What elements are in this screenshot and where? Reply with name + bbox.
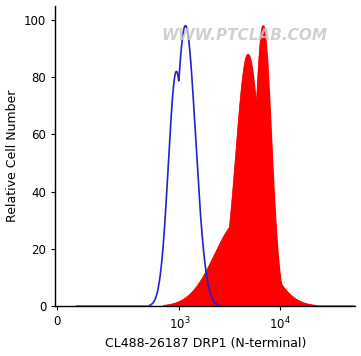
- Text: WWW.PTCLAB.COM: WWW.PTCLAB.COM: [161, 28, 327, 43]
- X-axis label: CL488-26187 DRP1 (N-terminal): CL488-26187 DRP1 (N-terminal): [105, 337, 306, 350]
- Y-axis label: Relative Cell Number: Relative Cell Number: [5, 90, 18, 222]
